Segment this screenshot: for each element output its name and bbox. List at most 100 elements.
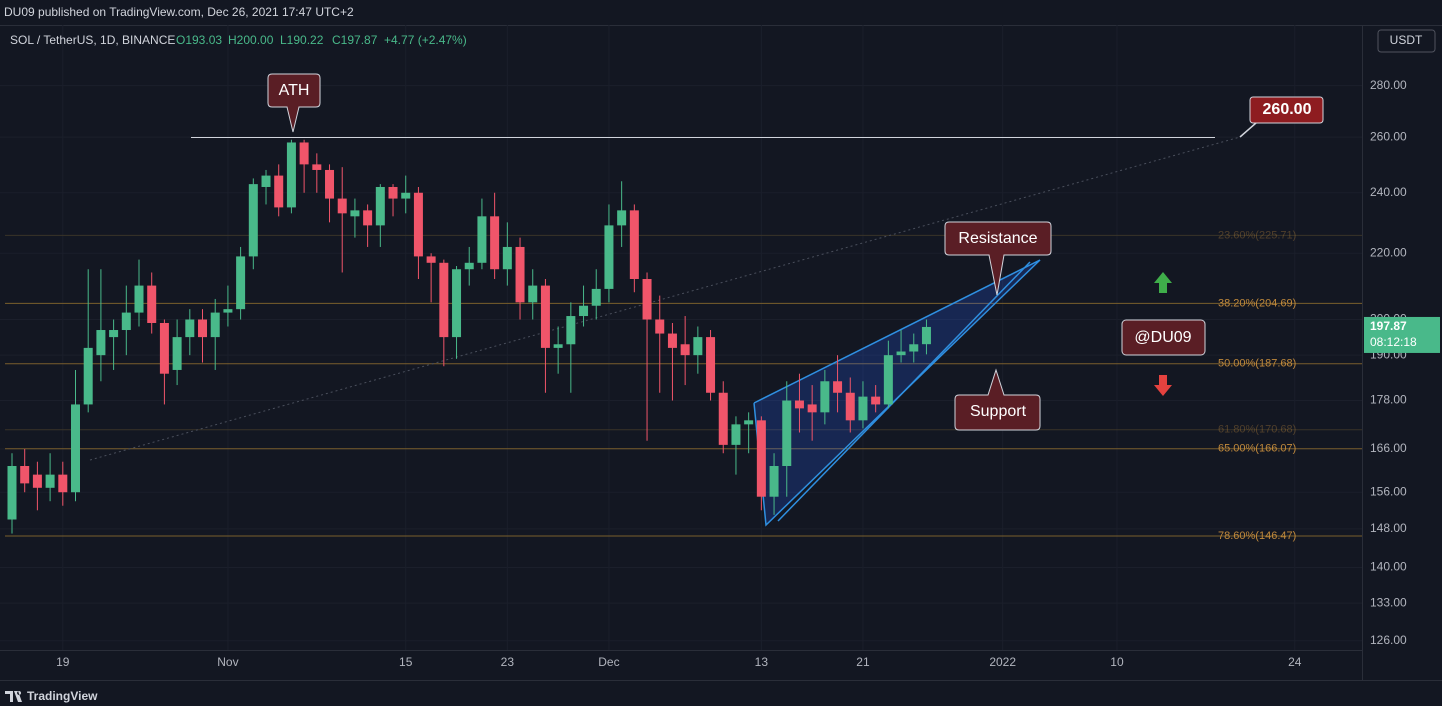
candle-body <box>655 319 665 334</box>
y-tick-label: 166.00 <box>1370 441 1407 455</box>
y-tick-label: 133.00 <box>1370 595 1407 609</box>
last-price-label: 197.87 <box>1370 319 1407 333</box>
candle-body <box>604 225 614 289</box>
countdown: 08:12:18 <box>1370 335 1417 349</box>
candle-body <box>83 347 93 405</box>
support-label: Support <box>970 403 1027 420</box>
resistance-label: Resistance <box>958 230 1037 247</box>
candle-body <box>731 424 741 445</box>
candle-body <box>820 381 830 413</box>
target-callout: 260.00 <box>1239 96 1324 138</box>
candle-body <box>896 351 906 356</box>
candle-body <box>515 246 525 303</box>
candle-body <box>718 392 728 445</box>
candle-body <box>883 355 893 405</box>
candle-body <box>807 404 817 413</box>
candle-body <box>794 400 804 409</box>
candle-body <box>629 210 639 279</box>
last-price: 197.87 08:12:18 <box>1364 316 1440 353</box>
fib-label: 65.00%(166.07) <box>1218 443 1296 455</box>
currency: USDT <box>1390 33 1423 47</box>
author-callout: @DU09 <box>1121 319 1206 356</box>
x-tick-label: 15 <box>399 655 413 669</box>
candle-body <box>528 285 538 303</box>
candle-body <box>312 164 322 170</box>
resistance-callout: Resistance <box>944 221 1052 296</box>
candle-body <box>413 192 423 257</box>
candle-body <box>325 169 335 199</box>
high: H200.00 <box>228 33 274 47</box>
y-tick-label: 240.00 <box>1370 185 1407 199</box>
candle-body <box>706 337 716 393</box>
candle-body <box>375 186 385 226</box>
target-label: 260.00 <box>1263 101 1312 118</box>
ath-label: ATH <box>279 82 310 99</box>
candle-body <box>477 216 487 263</box>
candle-body <box>32 474 42 488</box>
candle-body <box>540 285 550 348</box>
fib-label: 38.20%(204.69) <box>1218 297 1296 309</box>
fib-levels: 23.60%(225.71) 38.20%(204.69) 50.00%(187.6… <box>5 229 1362 542</box>
candle-body <box>20 465 30 484</box>
wedge-support <box>777 261 1031 522</box>
candle-body <box>58 474 68 493</box>
trend-line <box>89 136 1241 461</box>
candle-body <box>109 330 119 338</box>
candle-body <box>363 210 373 226</box>
candle-body <box>617 210 627 226</box>
y-tick-label: 178.00 <box>1370 393 1407 407</box>
brand: TradingView <box>27 689 98 703</box>
y-tick-label: 280.00 <box>1370 78 1407 92</box>
candle-body <box>591 288 601 306</box>
x-tick-label: 13 <box>755 655 769 669</box>
candle-body <box>426 256 436 263</box>
candle-body <box>756 420 766 497</box>
ath-callout: ATH <box>267 73 321 133</box>
up-arrow <box>1154 272 1172 293</box>
x-tick-label: 19 <box>56 655 70 669</box>
y-tick-label: 126.00 <box>1370 633 1407 647</box>
fib-label: 61.80%(170.68) <box>1218 424 1296 436</box>
close: C197.87 <box>332 33 378 47</box>
fib-label: 50.00%(187.68) <box>1218 358 1296 370</box>
candle-body <box>439 262 449 338</box>
candle-body <box>71 404 81 493</box>
support-callout: Support <box>954 368 1041 431</box>
change: +4.77 (+2.47%) <box>384 33 467 47</box>
candle-body <box>845 392 855 421</box>
candle-body <box>464 262 474 270</box>
candle-body <box>871 396 881 405</box>
candle-body <box>452 269 462 338</box>
candle-body <box>858 396 868 421</box>
candle-body <box>236 256 246 310</box>
candle-body <box>223 309 233 313</box>
candle-body <box>833 381 843 393</box>
last-price-box <box>1364 316 1440 353</box>
candle-body <box>769 465 779 497</box>
open: O193.03 <box>176 33 222 47</box>
candle-body <box>159 322 169 374</box>
y-tick-label: 140.00 <box>1370 560 1407 574</box>
candle-body <box>96 330 106 356</box>
currency-badge: USDT <box>1377 29 1436 53</box>
candle-body <box>274 175 284 208</box>
candle-body <box>45 474 55 488</box>
symbol: SOL / TetherUS, 1D, BINANCE <box>10 33 175 47</box>
y-tick-label: 260.00 <box>1370 129 1407 143</box>
y-tick-label: 148.00 <box>1370 521 1407 535</box>
candles <box>7 139 931 534</box>
author-label: @DU09 <box>1134 329 1191 346</box>
low: L190.22 <box>280 33 324 47</box>
candle-body <box>147 285 157 323</box>
x-tick-label: 21 <box>856 655 870 669</box>
candle-body <box>667 333 677 348</box>
y-tick-label: 220.00 <box>1370 245 1407 259</box>
candle-body <box>680 344 690 356</box>
candle-body <box>782 400 792 466</box>
x-tick-label: 23 <box>501 655 515 669</box>
x-tick-label: 2022 <box>989 655 1016 669</box>
candle-body <box>286 142 296 208</box>
candle-body <box>7 465 17 520</box>
candle-body <box>921 326 931 345</box>
